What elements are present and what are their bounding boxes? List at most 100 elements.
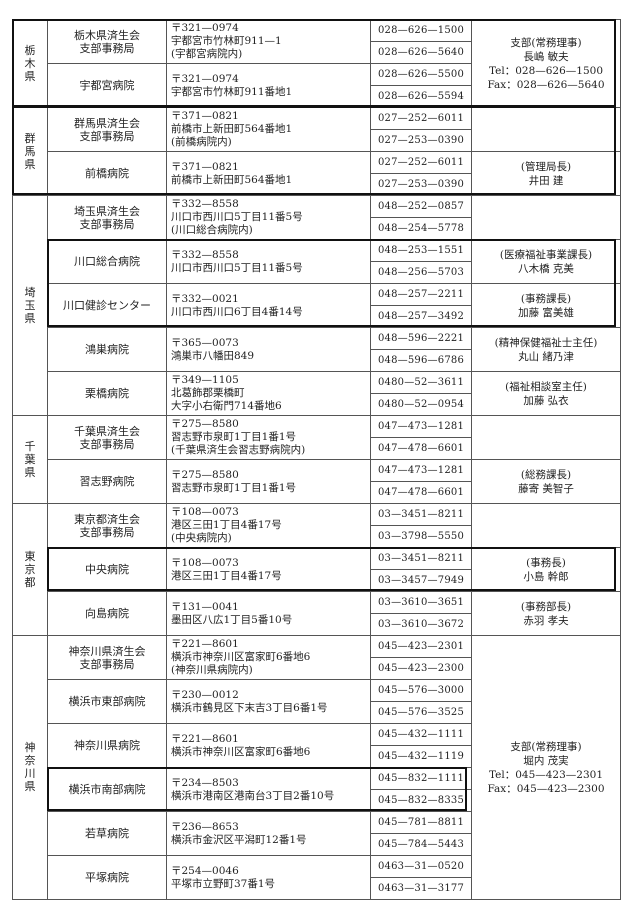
fax-number: 045—832—8335	[370, 789, 472, 812]
prefecture-cell: 栃木県	[12, 19, 48, 108]
text-line: Fax：028—626—5640	[487, 78, 605, 91]
text-line: 〒230—0012	[171, 688, 239, 701]
text-line: 赤羽 孝夫	[523, 614, 569, 627]
phone-number: 03—3610—3651	[370, 591, 472, 614]
text-line: 東京都済生会	[74, 512, 140, 526]
prefecture-name: 東京都	[24, 549, 36, 589]
text-line: (精神保健福祉士主任)	[494, 336, 598, 349]
prefecture-cell: 神奈川県	[12, 635, 48, 900]
prefecture-name: 千葉県	[24, 439, 36, 479]
table-row: 栃木県 栃木県済生会 支部事務局 〒321—0974 宇都宮市竹林町911—1 (宇都宮病…	[12, 19, 621, 108]
fax-number: 045—576—3525	[370, 701, 472, 724]
text-line: 〒275—8580	[171, 468, 239, 481]
text-line: 川口総合病院	[74, 255, 140, 268]
text-line: 支部(常務理事)	[510, 740, 582, 753]
table-row: 宇都宮病院 〒321—0974 宇都宮市竹林町911番地1 028—626—5500	[13, 63, 621, 108]
contact-person: (医療福祉事業課長) 八木橋 克美	[471, 239, 621, 284]
text-line: Fax：045—423—2300	[487, 782, 605, 795]
facility-name: 宇都宮病院	[47, 63, 167, 108]
facility-address: 〒254—0046 平塚市立野町37番1号	[166, 855, 371, 900]
contact-person: (事務部長) 赤羽 孝夫	[471, 591, 621, 636]
table-row: 横浜市東部病院 〒230—0012 横浜市鶴見区下末吉3丁目6番1号 045—576—…	[13, 679, 621, 724]
table-row: 平塚病院 〒254—0046 平塚市立野町37番1号 0463—31—0520	[13, 855, 621, 900]
text-line: (川口総合病院内)	[171, 224, 253, 236]
text-line: 川口市西川口5丁目11番5号	[171, 261, 303, 274]
fax-number: 045—784—5443	[370, 833, 472, 856]
text-line: 埼玉県済生会	[74, 204, 140, 218]
text-line: 前橋病院	[85, 167, 129, 180]
table-row: 群馬県 群馬県済生会 支部事務局 〒371—0821 前橋市上新田町564番地1 (前橋病…	[12, 107, 621, 196]
text-line: 〒321—0974	[171, 22, 239, 34]
text-line: 宇都宮市竹林町911番地1	[171, 85, 293, 98]
prefecture-name: 埼玉県	[24, 285, 36, 325]
phone-number: 028—626—5500	[370, 63, 472, 86]
text-line: 〒131—0041	[171, 600, 239, 613]
text-line: 〒236—8653	[171, 820, 239, 833]
phone-number: 045—781—8811	[370, 811, 472, 834]
fax-number: 047—478—6601	[370, 437, 472, 460]
phone-number: 045—423—2301	[370, 635, 472, 658]
text-line: 支部事務局	[79, 217, 135, 231]
text-line: 千葉県済生会	[74, 424, 140, 438]
table-row: 川口総合病院 〒332—8558 川口市西川口5丁目11番5号 048—253—155…	[13, 239, 621, 284]
facility-name: 鴻巣病院	[47, 327, 167, 372]
text-line: 加藤 富美雄	[518, 306, 574, 319]
text-line: 横浜市金沢区平潟町12番1号	[171, 833, 307, 846]
prefecture-name: 群馬県	[24, 131, 36, 171]
text-line: 横浜市神奈川区富家町6番地6	[171, 651, 311, 663]
text-line: 横浜市東部病院	[68, 695, 146, 708]
facility-name: 川口総合病院	[47, 239, 167, 284]
fax-number: 0463—31—3177	[370, 877, 472, 900]
text-line: (中央病院内)	[171, 532, 232, 544]
text-line: 川口市西川口6丁目4番14号	[171, 305, 303, 318]
text-line: (事務長)	[526, 556, 566, 569]
facility-address: 〒234—8503 横浜市港南区港南台3丁目2番10号	[166, 767, 371, 812]
text-line: 支部事務局	[79, 41, 135, 55]
contact-person: (管理局長) 井田 建	[471, 151, 621, 196]
text-line: 小島 幹郎	[523, 570, 569, 583]
facility-address: 〒275—8580 習志野市泉町1丁目1番1号 (千葉県済生会習志野病院内)	[166, 415, 371, 460]
text-line: 鴻巣病院	[85, 343, 129, 356]
fax-number: 048—254—5778	[370, 217, 472, 240]
facility-name: 神奈川県済生会 支部事務局	[47, 635, 167, 680]
table-row: 0463—31—3177	[13, 877, 621, 900]
text-line: 丸山 緒乃津	[518, 350, 574, 363]
prefecture-cell: 埼玉県	[12, 195, 48, 416]
facility-name: 向島病院	[47, 591, 167, 636]
prefecture-cell: 東京都	[12, 503, 48, 636]
contact-person	[471, 415, 621, 460]
phone-number: 027—252—6011	[370, 107, 472, 130]
text-line: 墨田区八広1丁目5番10号	[171, 613, 293, 626]
text-line: 大字小右衛門714番地6	[171, 400, 282, 412]
facility-address: 〒371—0821 前橋市上新田町564番地1 (前橋病院内)	[166, 107, 371, 152]
fax-number: 045—423—2300	[370, 657, 472, 680]
text-line: 支部事務局	[79, 437, 135, 451]
text-line: 港区三田1丁目4番17号	[171, 519, 282, 531]
text-line: 長嶋 敏夫	[523, 50, 569, 63]
directory-table: 栃木県 栃木県済生会 支部事務局 〒321—0974 宇都宮市竹林町911—1 (宇都宮病…	[12, 19, 621, 900]
text-line: 前橋市上新田町564番地1	[171, 173, 293, 186]
table-row: 中央病院 〒108—0073 港区三田1丁目4番17号 03—3451—8211 (事務…	[13, 547, 621, 592]
text-line: 習志野病院	[79, 475, 135, 488]
contact-person: (総務課長) 藤寄 美智子	[471, 459, 621, 504]
text-line: 〒108—0073	[171, 506, 239, 518]
table-row: 神奈川県病院 〒221—8601 横浜市神奈川区富家町6番地6 045—432—111…	[13, 723, 621, 768]
contact-person: (事務課長) 加藤 富美雄	[471, 283, 621, 328]
phone-number: 048—596—2221	[370, 327, 472, 350]
text-line: 八木橋 克美	[518, 262, 574, 275]
text-line: 横浜市鶴見区下末吉3丁目6番1号	[171, 701, 328, 714]
text-line: 川口健診センター	[63, 299, 151, 312]
text-line: 横浜市港南区港南台3丁目2番10号	[171, 789, 335, 802]
contact-person	[471, 503, 621, 548]
text-line: 〒234—8503	[171, 776, 239, 789]
facility-address: 〒371—0821 前橋市上新田町564番地1	[166, 151, 371, 196]
facility-name: 平塚病院	[47, 855, 167, 900]
text-line: 支部事務局	[79, 129, 135, 143]
text-line: 港区三田1丁目4番17号	[171, 569, 282, 582]
text-line: 平塚病院	[85, 871, 129, 884]
table-row: 横浜市南部病院 〒234—8503 横浜市港南区港南台3丁目2番10号 045—832…	[13, 767, 621, 812]
contact-person: (精神保健福祉士主任) 丸山 緒乃津	[471, 327, 621, 372]
text-line: 〒275—8580	[171, 418, 239, 430]
contact-person	[471, 107, 621, 152]
facility-address: 〒332—8558 川口市西川口5丁目11番5号 (川口総合病院内)	[166, 195, 371, 240]
